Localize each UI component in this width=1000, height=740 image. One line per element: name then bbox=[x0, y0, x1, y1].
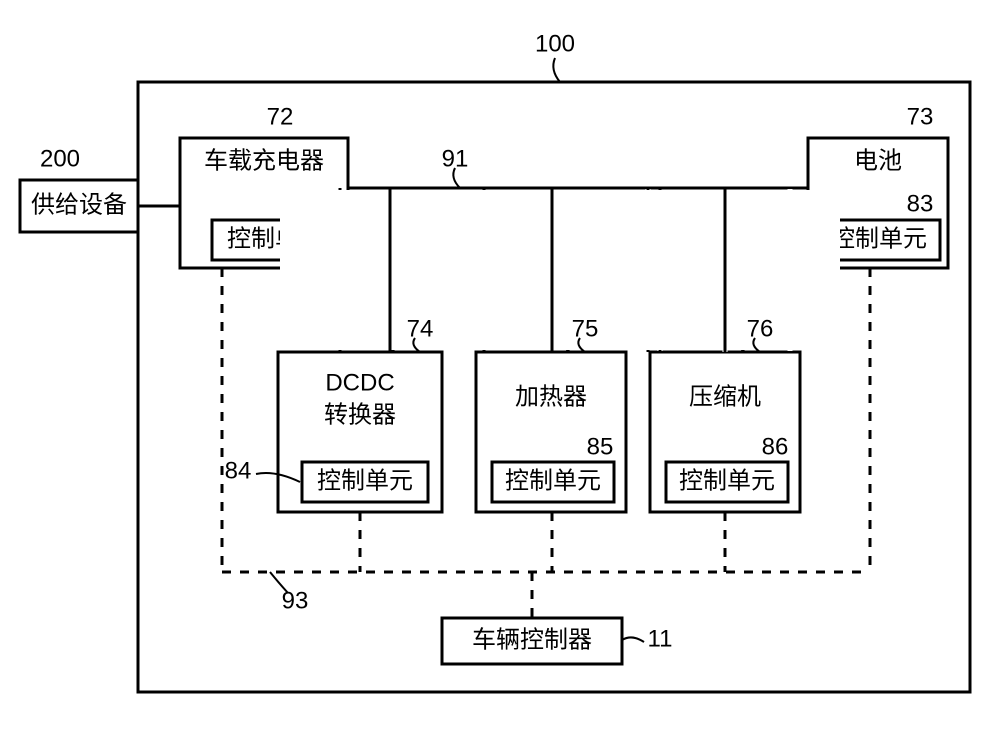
compressor-label: 压缩机 bbox=[689, 383, 761, 410]
dcdc-control-number: 84 bbox=[225, 457, 252, 484]
battery-control-label: 控制单元 bbox=[831, 225, 927, 252]
controller-number: 11 bbox=[648, 625, 673, 652]
controller-leader bbox=[622, 637, 644, 642]
battery-control-number: 83 bbox=[907, 190, 934, 217]
outer-leader bbox=[553, 58, 560, 82]
heater-number-r2: 75 bbox=[572, 315, 599, 342]
heater-label: 加热器 bbox=[515, 383, 587, 410]
compressor-number-r2: 76 bbox=[747, 315, 774, 342]
dashed-bus-leader bbox=[270, 572, 288, 593]
compressor-control-label: 控制单元 bbox=[679, 467, 775, 494]
charger-label: 车载充电器 bbox=[204, 147, 324, 174]
controller-label: 车辆控制器 bbox=[472, 626, 592, 653]
block-diagram: 100 供给设备 200 车载充电器 72 控制单元 82 电池 73 控制单元… bbox=[0, 0, 1000, 740]
supply-number: 200 bbox=[40, 145, 80, 172]
dcdc-label1: DCDC bbox=[325, 369, 394, 396]
supply-label: 供给设备 bbox=[31, 191, 127, 218]
dcdc-label2: 转换器 bbox=[324, 401, 396, 428]
heater-control-number: 85 bbox=[587, 433, 614, 460]
charger-number: 72 bbox=[267, 103, 294, 130]
battery-number: 73 bbox=[907, 103, 934, 130]
compressor-control-number: 86 bbox=[762, 433, 789, 460]
dcdc-number-r2: 74 bbox=[407, 315, 434, 342]
heater-control-label: 控制单元 bbox=[505, 467, 601, 494]
battery-label: 电池 bbox=[854, 147, 902, 174]
outer-number: 100 bbox=[535, 30, 575, 57]
dcdc-control-label: 控制单元 bbox=[317, 467, 413, 494]
